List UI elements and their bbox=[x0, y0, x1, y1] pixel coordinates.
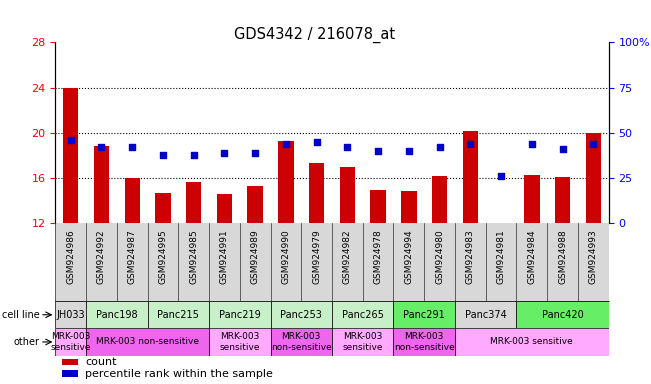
Text: GSM924986: GSM924986 bbox=[66, 230, 76, 285]
Text: GSM924991: GSM924991 bbox=[220, 230, 229, 285]
Text: GSM924988: GSM924988 bbox=[558, 230, 567, 285]
Text: GSM924993: GSM924993 bbox=[589, 230, 598, 285]
Point bbox=[342, 144, 353, 151]
Bar bbox=[63, 88, 78, 223]
Point bbox=[434, 144, 445, 151]
Bar bbox=[62, 370, 78, 377]
Text: Panc265: Panc265 bbox=[342, 310, 383, 320]
Bar bbox=[393, 301, 455, 328]
Point bbox=[250, 150, 260, 156]
Text: other: other bbox=[14, 337, 40, 347]
Bar bbox=[62, 359, 78, 366]
Text: Panc374: Panc374 bbox=[465, 310, 506, 320]
Point bbox=[281, 141, 291, 147]
Text: Panc215: Panc215 bbox=[158, 310, 199, 320]
Point bbox=[127, 144, 137, 151]
Text: MRK-003
sensitive: MRK-003 sensitive bbox=[219, 332, 260, 352]
Bar bbox=[393, 328, 455, 356]
Bar bbox=[148, 301, 209, 328]
Bar bbox=[209, 301, 271, 328]
Point bbox=[66, 137, 76, 143]
Bar bbox=[432, 176, 447, 223]
Bar bbox=[94, 146, 109, 223]
Text: GSM924980: GSM924980 bbox=[435, 230, 444, 285]
Text: Panc420: Panc420 bbox=[542, 310, 583, 320]
Point bbox=[373, 148, 383, 154]
Text: GSM924981: GSM924981 bbox=[497, 230, 506, 285]
Point bbox=[158, 152, 168, 158]
Text: Panc291: Panc291 bbox=[404, 310, 445, 320]
Text: Panc253: Panc253 bbox=[281, 310, 322, 320]
Bar bbox=[186, 182, 201, 223]
Text: GDS4342 / 216078_at: GDS4342 / 216078_at bbox=[234, 27, 396, 43]
Point bbox=[588, 141, 598, 147]
Text: JH033: JH033 bbox=[57, 310, 85, 320]
Bar bbox=[555, 177, 570, 223]
Bar bbox=[524, 175, 540, 223]
Bar bbox=[493, 223, 509, 225]
Point bbox=[96, 144, 107, 151]
Bar bbox=[455, 328, 609, 356]
Bar bbox=[271, 301, 332, 328]
Point bbox=[527, 141, 537, 147]
Text: GSM924990: GSM924990 bbox=[281, 230, 290, 285]
Bar bbox=[332, 301, 393, 328]
Point bbox=[496, 173, 506, 179]
Text: GSM924994: GSM924994 bbox=[404, 230, 413, 284]
Point bbox=[404, 148, 414, 154]
Bar bbox=[209, 328, 271, 356]
Text: count: count bbox=[85, 357, 117, 367]
Bar bbox=[370, 190, 386, 223]
Point bbox=[189, 152, 199, 158]
Text: GSM924987: GSM924987 bbox=[128, 230, 137, 285]
Text: percentile rank within the sample: percentile rank within the sample bbox=[85, 369, 273, 379]
Bar bbox=[247, 186, 263, 223]
Text: GSM924989: GSM924989 bbox=[251, 230, 260, 285]
Text: MRK-003
sensitive: MRK-003 sensitive bbox=[51, 332, 91, 352]
Text: GSM924992: GSM924992 bbox=[97, 230, 106, 284]
Bar bbox=[401, 190, 417, 223]
Bar bbox=[516, 301, 609, 328]
Bar bbox=[586, 133, 601, 223]
Text: GSM924979: GSM924979 bbox=[312, 230, 321, 285]
Bar bbox=[55, 328, 86, 356]
Bar bbox=[271, 328, 332, 356]
Text: GSM924985: GSM924985 bbox=[189, 230, 198, 285]
Bar bbox=[86, 301, 148, 328]
Bar bbox=[463, 131, 478, 223]
Bar bbox=[278, 141, 294, 223]
Point bbox=[465, 141, 475, 147]
Text: MRK-003
sensitive: MRK-003 sensitive bbox=[342, 332, 383, 352]
Bar bbox=[309, 164, 324, 223]
Text: MRK-003 non-sensitive: MRK-003 non-sensitive bbox=[96, 338, 199, 346]
Text: GSM924978: GSM924978 bbox=[374, 230, 383, 285]
Bar bbox=[124, 178, 140, 223]
Text: Panc219: Panc219 bbox=[219, 310, 260, 320]
Point bbox=[311, 139, 322, 145]
Text: MRK-003 sensitive: MRK-003 sensitive bbox=[490, 338, 574, 346]
Bar bbox=[217, 194, 232, 223]
Point bbox=[557, 146, 568, 152]
Text: cell line: cell line bbox=[2, 310, 40, 320]
Text: GSM924982: GSM924982 bbox=[343, 230, 352, 284]
Bar bbox=[86, 328, 209, 356]
Bar bbox=[340, 167, 355, 223]
Bar bbox=[55, 301, 86, 328]
Point bbox=[219, 150, 230, 156]
Text: GSM924995: GSM924995 bbox=[158, 230, 167, 285]
Bar bbox=[332, 328, 393, 356]
Text: MRK-003
non-sensitive: MRK-003 non-sensitive bbox=[394, 332, 454, 352]
Bar bbox=[455, 301, 516, 328]
Text: GSM924983: GSM924983 bbox=[466, 230, 475, 285]
Text: GSM924984: GSM924984 bbox=[527, 230, 536, 284]
Text: Panc198: Panc198 bbox=[96, 310, 137, 320]
Text: MRK-003
non-sensitive: MRK-003 non-sensitive bbox=[271, 332, 331, 352]
Bar bbox=[155, 193, 171, 223]
